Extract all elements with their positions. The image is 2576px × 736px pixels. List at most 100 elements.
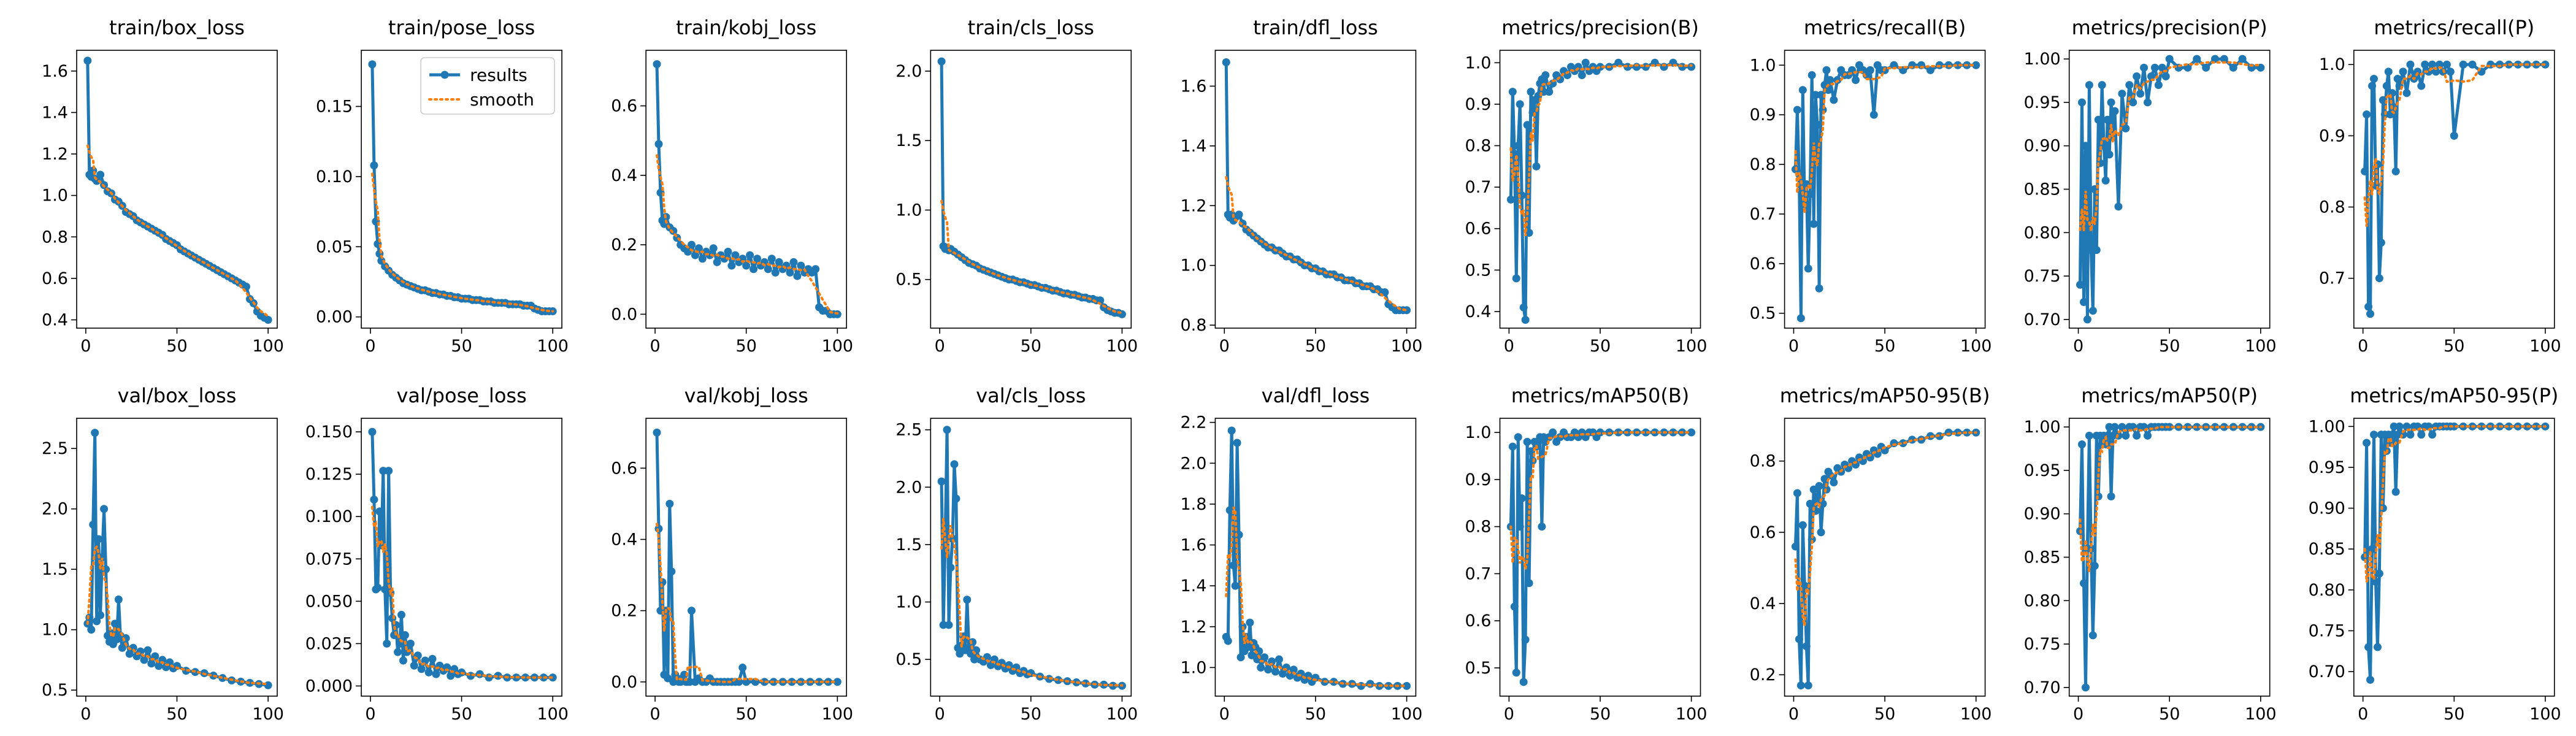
y-tick-label: 1.5 [895,131,922,150]
results-point [2085,431,2093,440]
results-point [1519,678,1528,686]
results-point [424,668,433,677]
y-tick-label: 0.7 [1750,205,1776,224]
results-point [2098,81,2106,90]
legend-results-marker [440,71,449,79]
results-point [394,648,402,656]
results-point [2122,431,2130,440]
results-point [87,626,96,634]
smooth-line [370,505,554,679]
y-tick-label: 1.2 [42,145,68,164]
results-point [2079,298,2088,307]
results-point [2103,115,2112,124]
results-point [2384,67,2393,76]
results-point [713,258,721,266]
results-point [1248,651,1256,659]
y-tick-label: 0.9 [1465,95,1492,114]
results-point [1514,433,1522,442]
smooth-line [370,172,554,313]
y-tick-label: 0.5 [895,650,922,669]
results-point [767,255,776,263]
smooth-line [1225,176,1408,312]
results-point [1231,581,1240,590]
subplot-title: train/pose_loss [388,16,535,39]
x-tick-label: 100 [1676,337,1708,356]
results-point [788,678,796,686]
results-point [2109,431,2117,440]
results-point [2442,60,2451,69]
y-tick-label: 0.9 [1465,470,1492,489]
subplot-title: metrics/mAP50(P) [2081,384,2258,407]
results-point [1330,678,1338,686]
results-point [1793,105,1801,114]
results-point [2090,562,2099,570]
results-point [2459,60,2467,69]
results-point [2078,440,2087,448]
x-tick-label: 0 [2358,705,2368,724]
results-point [939,621,948,629]
results-point [1517,494,1526,503]
results-point [2450,131,2458,140]
results-point [2370,74,2378,83]
results-point [2363,439,2371,447]
results-point [89,520,98,529]
smooth-line [2363,425,2547,583]
results-point [2136,90,2145,98]
results-point [746,251,754,259]
results-point [2446,67,2455,76]
results-point [118,643,126,652]
results-point [485,673,493,682]
x-tick-label: 50 [451,705,472,724]
subplot-title: metrics/mAP50(B) [1511,384,1690,407]
results-point [2375,274,2383,283]
y-tick-label: 0.8 [1750,452,1776,471]
results-point [2364,643,2373,651]
y-tick-label: 0.8 [1465,137,1492,156]
results-point [401,631,409,640]
results-point [397,610,405,619]
y-tick-label: 0.6 [1750,255,1776,274]
results-point [786,268,794,277]
results-point [2379,504,2387,513]
subplot-title: val/pose_loss [396,384,526,407]
subplot-16: metrics/mAP50-95(B) 0 50 100 0.2 0.4 0.6 0.8 [1750,384,1992,724]
results-point [2193,55,2201,63]
y-tick-label: 0.125 [305,465,353,484]
smooth-line [656,523,839,683]
results-point [370,161,378,170]
y-tick-label: 1.4 [1180,577,1206,596]
y-tick-label: 0.2 [1750,665,1776,684]
results-point [370,496,378,504]
results-point [653,428,661,437]
axes-frame [645,418,847,697]
results-point [129,643,137,652]
y-tick-label: 1.4 [42,103,68,122]
x-tick-label: 50 [1874,705,1895,724]
results-point [1516,523,1524,531]
y-tick-label: 0.100 [305,507,353,526]
y-tick-label: 0.15 [316,98,353,117]
x-tick-label: 100 [1960,705,1992,724]
results-point [1538,523,1546,531]
smooth-line [1794,64,1977,213]
y-tick-label: 1.6 [1180,536,1206,555]
results-point [1869,110,1878,119]
subplot-title: val/cls_loss [976,384,1086,407]
results-point [85,613,94,622]
results-point [2088,631,2097,640]
results-point [2229,63,2237,72]
results-point [93,617,101,626]
y-tick-label: 0.6 [1750,523,1776,542]
y-tick-label: 1.2 [1180,618,1206,637]
results-point [1523,121,1531,129]
results-point [388,614,397,623]
y-tick-label: 0.5 [1465,659,1492,678]
results-point [742,261,751,270]
y-tick-label: 0.8 [1750,155,1776,174]
x-tick-label: 50 [451,337,472,356]
results-point [2486,60,2495,69]
results-point [1795,635,1803,643]
x-tick-label: 50 [1305,705,1326,724]
results-point [1510,602,1519,611]
results-point [421,656,429,665]
